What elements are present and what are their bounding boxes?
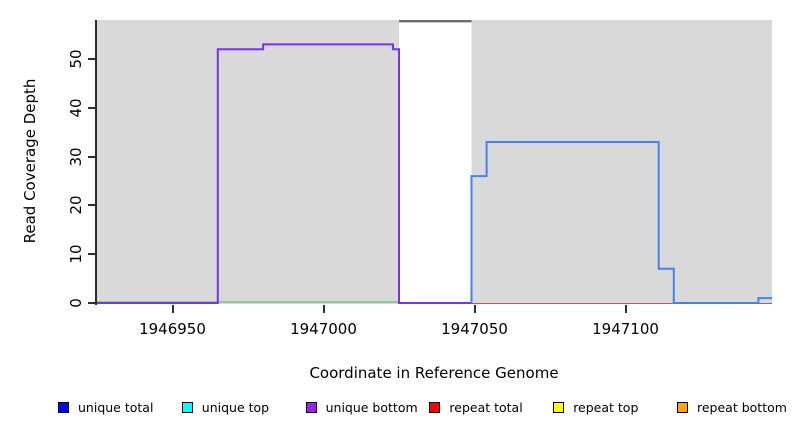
x-tick-mark (171, 305, 174, 313)
legend-item-unique-total: unique total (58, 398, 153, 416)
legend: unique total unique top unique bottom repea… (0, 398, 792, 418)
x-tick-mark (322, 305, 325, 313)
series-line-unique-bottom (97, 43, 472, 304)
x-tick-mark (624, 305, 627, 313)
legend-label: unique top (201, 399, 270, 415)
legend-swatch-icon (429, 401, 441, 413)
x-tick-label: 1946950 (139, 320, 206, 338)
legend-label: unique bottom (325, 399, 418, 415)
y-tick-label: 40 (67, 98, 85, 118)
legend-item-repeat-top: repeat top (553, 398, 638, 416)
legend-item-repeat-bottom: repeat bottom (677, 398, 787, 416)
x-axis-title: Coordinate in Reference Genome (309, 364, 559, 382)
y-axis-title: Read Coverage Depth (21, 78, 39, 244)
legend-swatch-icon (181, 401, 193, 413)
y-tick-label: 50 (67, 49, 85, 69)
legend-label: repeat top (573, 399, 639, 415)
series-line-unique-total (470, 141, 772, 304)
y-tick-label: 10 (67, 244, 85, 264)
legend-label: repeat bottom (697, 399, 787, 415)
y-axis-line (95, 20, 97, 305)
legend-label: unique total (78, 399, 154, 415)
legend-swatch-icon (58, 401, 69, 413)
y-tick-mark (88, 204, 95, 207)
x-tick-label: 1947000 (290, 320, 357, 338)
y-tick-mark (88, 253, 95, 256)
legend-item-unique-bottom: unique bottom (305, 398, 418, 416)
y-tick-mark (88, 106, 95, 109)
y-tick-label: 0 (67, 298, 85, 308)
y-tick-label: 30 (67, 147, 85, 167)
legend-swatch-icon (677, 401, 688, 413)
y-tick-mark (88, 302, 95, 304)
coverage-plot-svg (97, 20, 772, 304)
x-tick-label: 1947050 (441, 320, 508, 338)
legend-label: repeat total (449, 399, 523, 415)
legend-item-repeat-total: repeat total (429, 398, 523, 416)
legend-swatch-icon (553, 401, 565, 413)
legend-swatch-icon (305, 401, 317, 413)
x-tick-label: 1947100 (592, 320, 659, 338)
y-tick-mark (88, 58, 95, 61)
x-tick-mark (473, 305, 476, 313)
y-tick-mark (88, 155, 95, 158)
y-tick-label: 20 (67, 195, 85, 215)
legend-item-unique-top: unique top (181, 398, 270, 416)
coverage-gap-region (399, 20, 472, 304)
